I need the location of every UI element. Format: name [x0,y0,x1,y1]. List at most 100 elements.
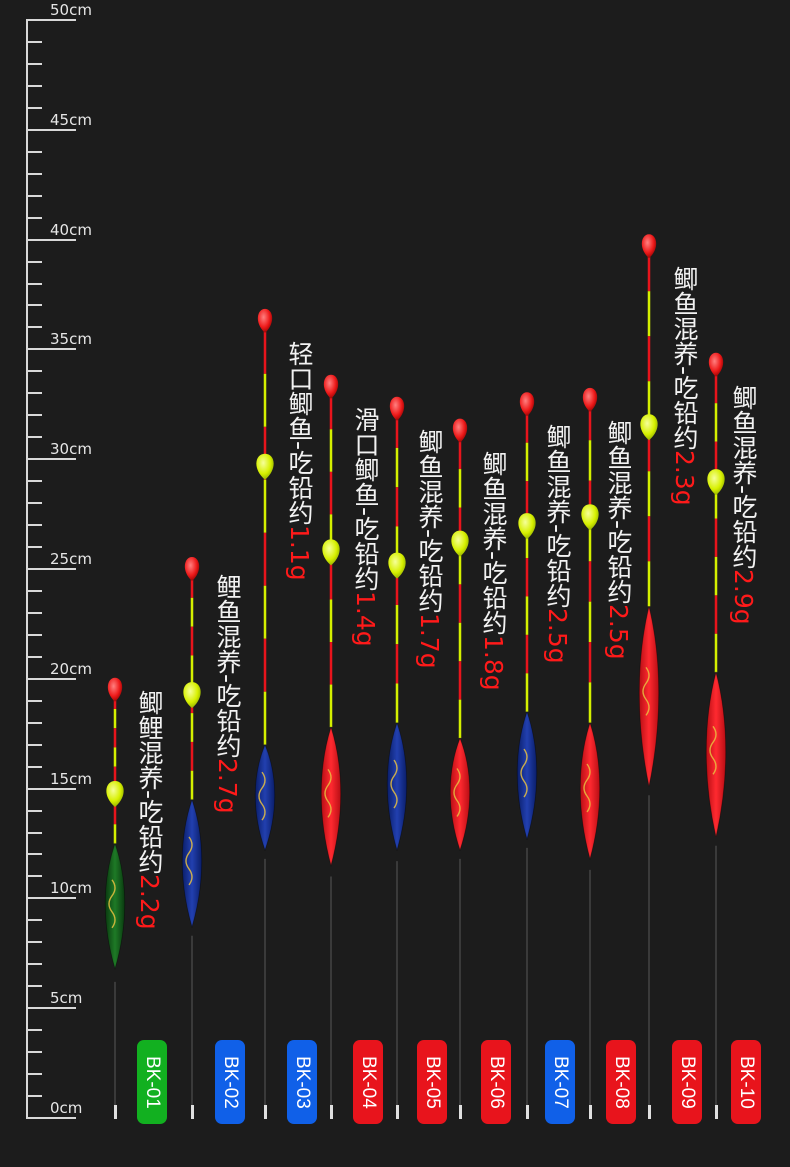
float-tip [519,392,535,417]
ruler-tick [26,40,42,43]
float-body-pattern [642,666,650,716]
ruler-tick [26,62,42,65]
ruler-tick [26,809,42,812]
float-weight: 2.5g [604,603,633,660]
ruler-tick [26,436,42,439]
float-weight: 1.8g [479,634,508,691]
float-bead [388,552,406,579]
ruler-tick [26,611,42,614]
ruler-label: 5cm [50,989,83,1008]
float-base-mark [114,1105,117,1119]
ruler-tick [26,853,42,856]
float-description-text: 滑口鲫鱼-吃铅约 [351,406,380,591]
float-body [181,798,203,929]
ruler-tick [26,963,42,966]
model-code: BK-03 [292,1055,313,1109]
float-body-pattern [324,768,332,818]
ruler-tick [26,128,76,131]
model-badge: BK-05 [417,1040,447,1124]
ruler-tick [26,348,76,351]
float-description: 鲫鲤混养-吃铅约2.2g [135,690,164,930]
ruler-tick [26,392,42,395]
float-body [516,710,538,841]
float-body-pattern [520,748,528,798]
ruler-tick [26,1051,42,1054]
ruler-tick [26,897,76,900]
float-weight: 2.5g [543,608,572,664]
float-tip [389,396,405,421]
float-description-text: 鲫鱼混养-吃铅约 [729,384,758,569]
model-code: BK-04 [358,1055,379,1109]
model-badge: BK-07 [545,1040,575,1124]
float-bead [518,513,536,540]
model-code: BK-07 [550,1055,571,1109]
model-code: BK-10 [736,1055,757,1109]
ruler-tick [26,1073,42,1076]
ruler-tick [26,1117,76,1119]
float-body-pattern [453,768,461,817]
model-code: BK-05 [422,1055,443,1109]
float-base-mark [589,1105,592,1119]
float-tip [452,418,468,443]
float-tip [582,387,598,412]
float-body-pattern [185,836,193,886]
float-description-text: 鲫鱼混养-吃铅约 [604,419,633,604]
ruler-tick [26,414,42,417]
float-bead [707,469,725,496]
ruler-tick [26,304,42,307]
float-tip [107,677,123,702]
float-description-text: 鲫鱼混养-吃铅约 [479,450,508,635]
ruler-tick [26,699,42,702]
ruler-tick [26,919,42,922]
ruler-tick [26,458,76,461]
ruler-tick [26,326,42,329]
float-description: 滑口鲫鱼-吃铅约1.4g [351,406,380,647]
float-base-mark [648,1105,651,1119]
float-base-mark [526,1105,529,1119]
ruler-tick [26,985,42,988]
model-badge: BK-10 [731,1040,761,1124]
float-base-mark [459,1105,462,1119]
float-bead [322,539,340,566]
ruler-tick [26,765,42,768]
float-weight: 2.7g [213,758,242,814]
float-base-mark [715,1105,718,1119]
float-body [386,721,408,852]
ruler-tick [26,787,76,790]
model-code: BK-06 [486,1055,507,1109]
float-body-pattern [583,763,591,813]
model-badge: BK-04 [353,1040,383,1124]
ruler-tick [26,1029,42,1032]
model-badge: BK-06 [481,1040,511,1124]
model-badge: BK-08 [606,1040,636,1124]
float-description-text: 鲫鱼混养-吃铅约 [543,424,572,609]
model-code: BK-08 [611,1055,632,1109]
model-badge: BK-09 [672,1040,702,1124]
ruler-label: 20cm [50,659,92,678]
ruler-tick [26,1007,76,1010]
float-tip [708,352,724,377]
float-body [638,606,660,787]
float-tip [257,308,273,333]
ruler-tick [26,677,76,680]
float-description: 鲫鱼混养-吃铅约1.7g [415,429,444,669]
ruler-tick [26,941,42,944]
ruler-tick [26,19,76,21]
float-body-pattern [390,759,398,809]
float-bead [106,780,124,807]
float-description-text: 轻口鲫鱼-吃铅约 [285,340,314,525]
ruler-tick [26,84,42,87]
float-weight: 2.3g [670,450,699,506]
ruler-tick [26,875,42,878]
ruler-label: 35cm [50,330,92,349]
ruler-tick [26,655,42,658]
float-base-mark [264,1105,267,1119]
ruler-tick [26,743,42,746]
float-description: 鲫鱼混养-吃铅约2.9g [729,384,758,625]
float-description: 鲫鱼混养-吃铅约2.5g [543,424,572,664]
float-base-mark [191,1105,194,1119]
float-body [104,842,126,971]
ruler-label: 25cm [50,550,92,568]
